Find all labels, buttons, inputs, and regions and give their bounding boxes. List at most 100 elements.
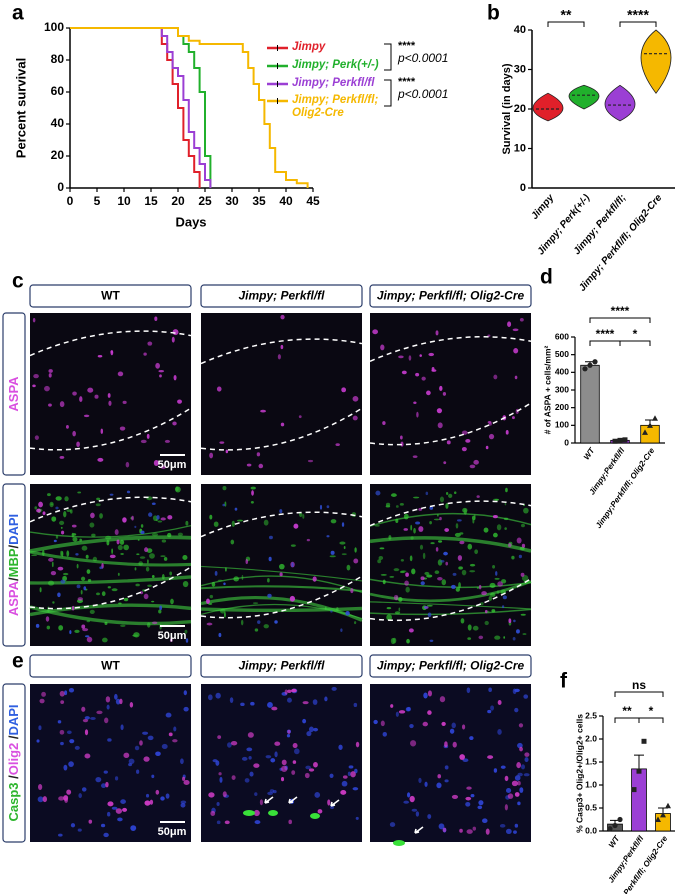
cell-dot	[469, 736, 474, 741]
panel-label: a	[12, 2, 24, 25]
y-tick-label: 600	[555, 331, 569, 341]
micrograph	[370, 484, 531, 646]
cell-dot	[353, 558, 359, 564]
cell-dot	[462, 758, 469, 763]
cell-dot	[516, 537, 522, 544]
cell-dot	[330, 550, 335, 555]
cell-dot	[57, 592, 61, 598]
significance-label: ****	[596, 327, 615, 341]
cell-dot	[420, 581, 425, 586]
cell-dot	[74, 745, 80, 750]
cell-dot	[116, 539, 120, 545]
cell-dot	[492, 564, 496, 569]
cell-dot	[373, 719, 378, 725]
cell-dot	[485, 445, 489, 450]
cell-dot	[421, 376, 426, 381]
cell-dot	[249, 771, 254, 777]
cell-dot	[267, 578, 270, 583]
cell-dot	[37, 784, 43, 791]
cell-dot	[389, 576, 395, 578]
cell-dot	[497, 729, 502, 735]
cell-dot	[109, 554, 116, 559]
cell-dot	[48, 373, 52, 378]
cell-dot	[140, 530, 145, 535]
cell-dot	[345, 611, 350, 616]
cell-dot	[140, 524, 144, 528]
cell-dot	[495, 571, 498, 576]
cell-dot	[422, 721, 428, 727]
cell-dot	[76, 584, 81, 589]
cell-dot	[245, 558, 249, 565]
cell-dot	[120, 724, 124, 731]
cell-dot	[385, 502, 391, 507]
cell-dot	[57, 720, 62, 724]
cell-dot	[449, 728, 455, 734]
cell-dot	[219, 776, 223, 783]
significance-bracket	[589, 317, 651, 323]
row-label-part: MBP	[6, 548, 21, 577]
cell-dot	[58, 833, 63, 837]
column-header: WT	[101, 289, 120, 303]
y-axis-title: Survival (in days)	[501, 63, 513, 154]
cell-dot	[147, 584, 152, 587]
cell-dot	[520, 523, 526, 528]
y-tick-label: 100	[44, 20, 64, 34]
cell-dot	[216, 820, 221, 825]
cell-dot	[185, 638, 189, 643]
cell-dot	[477, 805, 483, 810]
cell-dot	[326, 535, 330, 538]
y-axis-title: Percent survival	[13, 58, 28, 158]
cell-dot	[122, 400, 127, 405]
cell-dot	[59, 455, 65, 459]
cell-dot	[341, 387, 347, 393]
cell-dot	[45, 616, 50, 622]
cell-dot	[274, 620, 278, 624]
cell-dot	[206, 598, 210, 604]
cell-dot	[521, 543, 526, 548]
cell-dot	[338, 744, 343, 750]
cell-dot	[466, 786, 472, 790]
cell-dot	[144, 800, 151, 806]
survival-curve	[70, 27, 212, 188]
cell-dot	[380, 573, 387, 576]
cell-dot	[330, 610, 333, 613]
cell-dot	[182, 554, 188, 561]
cell-dot	[519, 787, 524, 793]
cell-dot	[488, 422, 492, 426]
cell-dot	[80, 590, 83, 595]
cell-dot	[451, 584, 456, 589]
cell-dot	[352, 787, 359, 791]
cell-dot	[117, 371, 124, 377]
cell-dot	[441, 579, 447, 586]
violin-body	[640, 29, 672, 94]
cell-dot	[523, 507, 529, 514]
cell-dot	[111, 588, 118, 592]
cell-dot	[71, 605, 75, 611]
cell-dot	[126, 490, 131, 494]
significance-bracket	[547, 21, 585, 27]
row-label-part: DAPI	[6, 514, 21, 545]
cell-dot	[117, 817, 123, 822]
cell-dot	[160, 517, 166, 521]
row-label-part: DAPI	[6, 704, 21, 735]
column-header: Jimpy; Perkfl/fl	[238, 659, 325, 673]
cell-dot	[122, 517, 127, 523]
cell-dot	[426, 390, 431, 396]
cell-dot	[313, 761, 318, 768]
cell-dot	[398, 355, 404, 359]
tract-border	[200, 575, 363, 619]
cell-dot	[286, 733, 291, 738]
cell-dot	[96, 710, 103, 715]
cell-dot	[302, 718, 307, 724]
cell-dot	[436, 408, 443, 414]
row-label-part: /	[6, 545, 21, 549]
cell-dot	[274, 751, 278, 758]
cell-dot	[469, 563, 476, 567]
cell-dot	[480, 602, 484, 606]
cell-dot	[379, 547, 385, 550]
data-point	[642, 429, 648, 435]
row-label: ASPA/MBP/DAPI	[6, 514, 21, 616]
cell-dot	[354, 621, 357, 625]
cell-dot	[524, 757, 529, 763]
y-tick-label: 2.0	[585, 733, 597, 743]
